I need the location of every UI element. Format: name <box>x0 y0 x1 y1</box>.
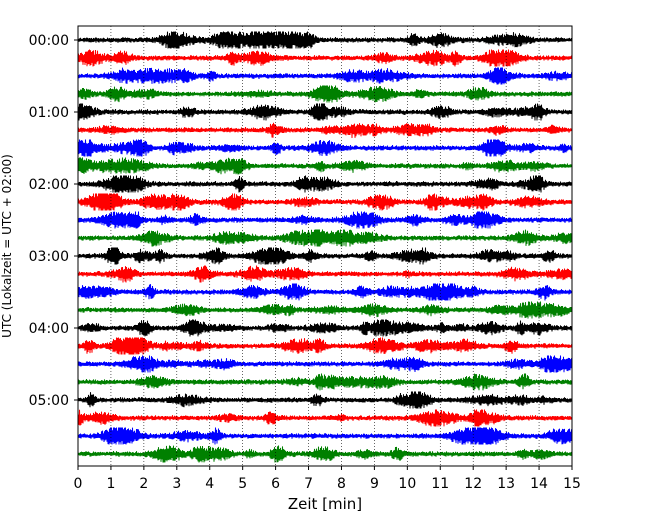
seismic-trace-1 <box>77 31 573 49</box>
x-tick-label-15: 15 <box>563 476 581 492</box>
seismic-trace-24 <box>77 445 573 463</box>
x-tick-label-7: 7 <box>304 476 313 492</box>
x-tick-label-4: 4 <box>205 476 214 492</box>
x-axis-ticks: 0 1 2 3 4 5 6 7 8 9 10 11 12 13 14 15 <box>74 466 581 492</box>
x-tick-label-14: 14 <box>530 476 548 492</box>
trace-group <box>77 31 573 463</box>
x-tick-label-3: 3 <box>172 476 181 492</box>
seismic-trace-2 <box>77 49 573 67</box>
seismic-trace-14 <box>77 265 573 283</box>
seismic-trace-10 <box>77 193 573 211</box>
x-tick-label-10: 10 <box>398 476 416 492</box>
seismic-trace-17 <box>77 319 573 337</box>
seismic-trace-11 <box>77 211 573 229</box>
seismic-trace-8 <box>77 157 573 175</box>
seismic-trace-23 <box>77 427 573 445</box>
y-tick-label: 02:00 <box>29 177 69 193</box>
seismic-trace-5 <box>77 103 573 121</box>
x-tick-label-9: 9 <box>370 476 379 492</box>
y-axis-ticks: 00:00 01:00 02:00 03:00 04:00 05:00 <box>29 33 78 409</box>
seismic-trace-22 <box>77 409 573 427</box>
x-tick-label-11: 11 <box>431 476 449 492</box>
seismic-trace-19 <box>77 355 573 373</box>
y-tick-label: 01:00 <box>29 105 69 121</box>
seismic-trace-18 <box>77 337 573 355</box>
seismic-trace-6 <box>77 122 573 139</box>
seismic-trace-12 <box>77 229 573 247</box>
x-tick-label-8: 8 <box>337 476 346 492</box>
y-tick-label: 05:00 <box>29 393 69 409</box>
seismic-trace-20 <box>77 373 573 391</box>
y-tick-label: 04:00 <box>29 321 69 337</box>
x-tick-label-1: 1 <box>106 476 115 492</box>
x-tick-label-5: 5 <box>238 476 247 492</box>
grid-lines <box>110 26 540 466</box>
x-tick-label-13: 13 <box>497 476 515 492</box>
seismic-trace-7 <box>77 139 573 157</box>
y-axis-label: UTC (Lokalzeit = UTC + 02:00) <box>0 154 14 338</box>
seismic-trace-15 <box>77 283 573 301</box>
x-tick-label-0: 0 <box>74 476 83 492</box>
x-tick-label-12: 12 <box>464 476 482 492</box>
seismic-trace-3 <box>77 67 573 85</box>
seismic-trace-9 <box>77 175 573 193</box>
x-tick-label-2: 2 <box>139 476 148 492</box>
seismic-trace-4 <box>77 85 573 103</box>
seismic-trace-21 <box>77 391 573 409</box>
x-axis-label: Zeit [min] <box>288 495 362 513</box>
seismic-trace-13 <box>77 247 573 265</box>
y-tick-label: 00:00 <box>29 33 69 49</box>
plot-frame <box>77 25 573 467</box>
x-tick-label-6: 6 <box>271 476 280 492</box>
seismic-trace-16 <box>77 301 573 319</box>
y-tick-label: 03:00 <box>29 249 69 265</box>
